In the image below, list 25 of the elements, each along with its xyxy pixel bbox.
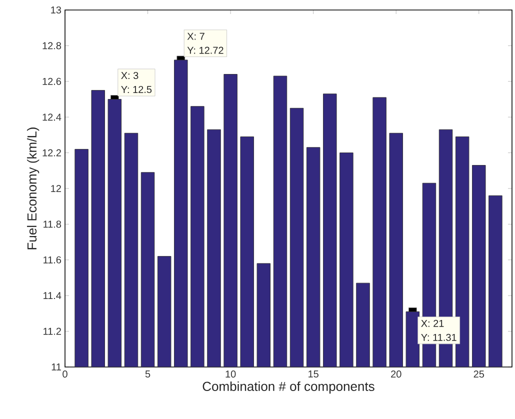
annotation: X: 7 bbox=[187, 32, 204, 40]
x-tick-label: 10 bbox=[226, 370, 236, 378]
y-tick-label: 12.6 bbox=[42, 78, 62, 85]
y-tick-label: 11.2 bbox=[44, 328, 61, 335]
y-tick-label: 11.8 bbox=[44, 220, 62, 228]
x-axis-title: Combination # of components bbox=[202, 381, 374, 394]
annotation: Y: 12.5 bbox=[121, 86, 152, 94]
y-tick-label: 13 bbox=[51, 6, 62, 14]
y-tick-label: 11.4 bbox=[44, 292, 62, 300]
x-tick-label: 20 bbox=[391, 370, 402, 378]
y-tick-label: 12.2 bbox=[42, 149, 61, 156]
y-tick-label: 12.4 bbox=[42, 114, 62, 121]
x-tick-label: 5 bbox=[145, 370, 150, 378]
annotation: Y: 12.72 bbox=[187, 46, 224, 54]
x-tick-label: 25 bbox=[474, 370, 484, 378]
annotation: Y: 11.31 bbox=[421, 334, 456, 341]
x-tick-label: 0 bbox=[62, 370, 68, 378]
annotation: X: 3 bbox=[121, 72, 138, 80]
y-tick-label: 12 bbox=[51, 185, 61, 192]
y-axis-title: Fuel Economy (km/L) bbox=[27, 128, 40, 250]
y-tick-label: 12.8 bbox=[42, 42, 62, 50]
x-tick-label: 15 bbox=[308, 370, 318, 378]
annotation: X: 21 bbox=[421, 320, 444, 327]
y-tick-label: 11 bbox=[52, 364, 61, 370]
y-tick-label: 11.6 bbox=[44, 256, 62, 264]
